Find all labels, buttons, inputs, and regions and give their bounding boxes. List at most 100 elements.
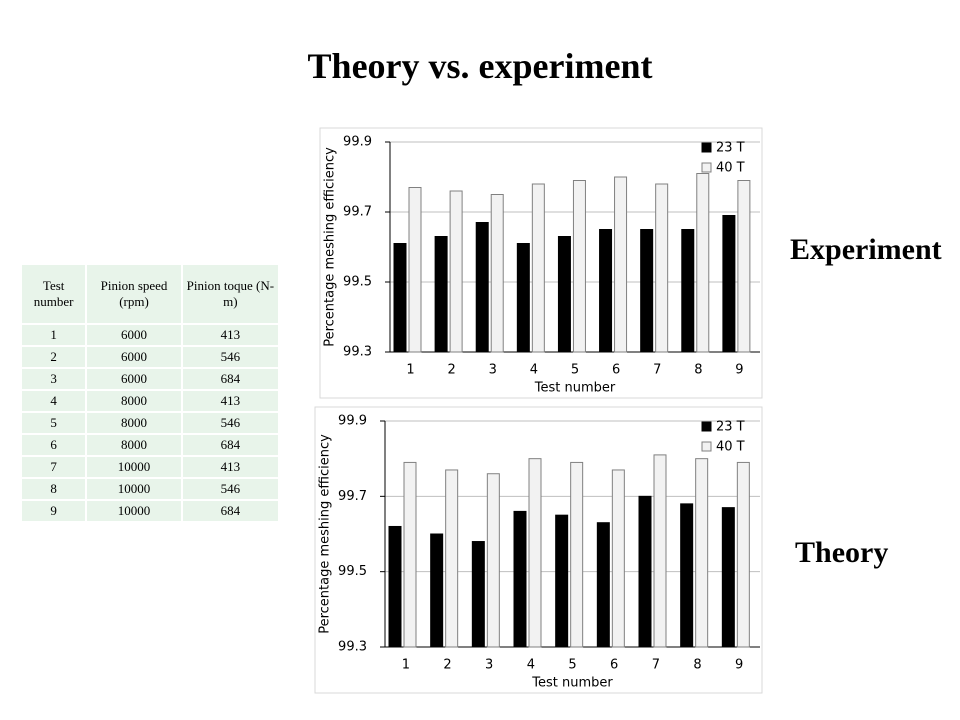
x-tick-label: 2	[443, 658, 451, 673]
header-cell: Pinion toque (N-m)	[180, 263, 281, 325]
x-tick-label: 8	[694, 363, 702, 378]
header-cell: Test number	[19, 263, 88, 325]
table-row: 8 10000 546	[19, 477, 281, 501]
bar	[408, 187, 422, 353]
table-row: 5 8000 546	[19, 411, 281, 435]
bar	[640, 229, 654, 353]
table-cell: 684	[180, 499, 281, 523]
bar	[596, 522, 610, 648]
y-tick-label: 99.9	[343, 135, 372, 150]
table-row: 4 8000 413	[19, 389, 281, 413]
bar	[614, 176, 628, 353]
table-cell: 413	[180, 455, 281, 479]
chart-title: Theory	[795, 536, 888, 569]
bar	[475, 222, 489, 353]
bar	[721, 507, 735, 648]
table-body: 1 6000 413 2 6000 546 3 6000 684 4 8000 413 5 8000 546…	[19, 323, 281, 523]
chart-frame	[314, 406, 763, 694]
table-row: 7 10000 413	[19, 455, 281, 479]
bar	[696, 173, 710, 353]
bar	[445, 469, 459, 648]
table-cell: 7	[19, 455, 88, 479]
bar	[528, 458, 542, 648]
table-cell: 6000	[85, 345, 183, 369]
table-cell: 8000	[85, 411, 183, 435]
y-tick-label: 99.3	[338, 640, 367, 655]
y-axis-label: Percentage meshing efficiency	[318, 434, 333, 634]
table-cell: 6	[19, 433, 88, 457]
bar	[393, 243, 407, 353]
table-cell: 6000	[85, 323, 183, 347]
bar	[486, 473, 500, 648]
table-header: Test number Pinion speed (rpm) Pinion toqu…	[19, 263, 281, 325]
bar	[599, 229, 613, 353]
x-axis-label: Test number	[534, 381, 616, 396]
x-tick-label: 6	[610, 658, 618, 673]
bar	[434, 236, 448, 353]
y-tick-label: 99.7	[338, 489, 367, 504]
table-cell: 5	[19, 411, 88, 435]
x-tick-label: 3	[485, 658, 493, 673]
bar	[695, 458, 709, 648]
table-cell: 10000	[85, 499, 183, 523]
table-cell: 8000	[85, 433, 183, 457]
bar	[449, 190, 463, 353]
x-tick-label: 7	[652, 658, 660, 673]
x-tick-label: 2	[448, 363, 456, 378]
legend-swatch	[701, 162, 712, 173]
table-cell: 684	[180, 367, 281, 391]
table-row: 6 8000 684	[19, 433, 281, 457]
y-tick-label: 99.5	[338, 564, 367, 579]
bar	[653, 454, 667, 648]
y-tick-label: 99.5	[343, 275, 372, 290]
table-cell: 3	[19, 367, 88, 391]
y-tick-label: 99.9	[338, 414, 367, 429]
bar	[572, 180, 586, 353]
legend-swatch	[701, 441, 712, 452]
table-cell: 9	[19, 499, 88, 523]
table-cell: 546	[180, 477, 281, 501]
table-cell: 8	[19, 477, 88, 501]
x-tick-label: 4	[530, 363, 538, 378]
bar	[680, 503, 694, 648]
chart-frame	[319, 127, 763, 399]
bar	[681, 229, 695, 353]
bar	[531, 183, 545, 353]
x-tick-label: 1	[402, 658, 410, 673]
table-cell: 10000	[85, 477, 183, 501]
table-cell: 8000	[85, 389, 183, 413]
bar	[655, 183, 669, 353]
x-tick-label: 5	[571, 363, 579, 378]
bar	[388, 525, 402, 648]
table-cell: 684	[180, 433, 281, 457]
bar	[722, 215, 736, 353]
table-cell: 546	[180, 345, 281, 369]
chart-title: Experiment	[790, 233, 942, 266]
slide-title: Theory vs. experiment	[307, 46, 653, 86]
bar	[471, 541, 485, 648]
bar	[430, 533, 444, 648]
bar	[737, 180, 751, 353]
bar	[513, 510, 527, 648]
table-row: 3 6000 684	[19, 367, 281, 391]
table-cell: 6000	[85, 367, 183, 391]
table-row: 2 6000 546	[19, 345, 281, 369]
table-cell: 1	[19, 323, 88, 347]
x-tick-label: 8	[693, 658, 701, 673]
table-cell: 10000	[85, 455, 183, 479]
bar	[557, 236, 571, 353]
y-axis-label: Percentage meshing efficiency	[323, 147, 338, 347]
x-tick-label: 3	[489, 363, 497, 378]
test-table: Test number Pinion speed (rpm) Pinion toqu…	[19, 263, 281, 523]
bar	[403, 461, 417, 648]
y-tick-label: 99.7	[343, 205, 372, 220]
table-cell: 413	[180, 389, 281, 413]
bar	[570, 461, 584, 648]
legend-swatch	[701, 421, 712, 432]
legend-label: 40 T	[716, 440, 745, 455]
table-cell: 413	[180, 323, 281, 347]
bar	[736, 461, 750, 648]
header-cell: Pinion speed (rpm)	[85, 263, 183, 325]
